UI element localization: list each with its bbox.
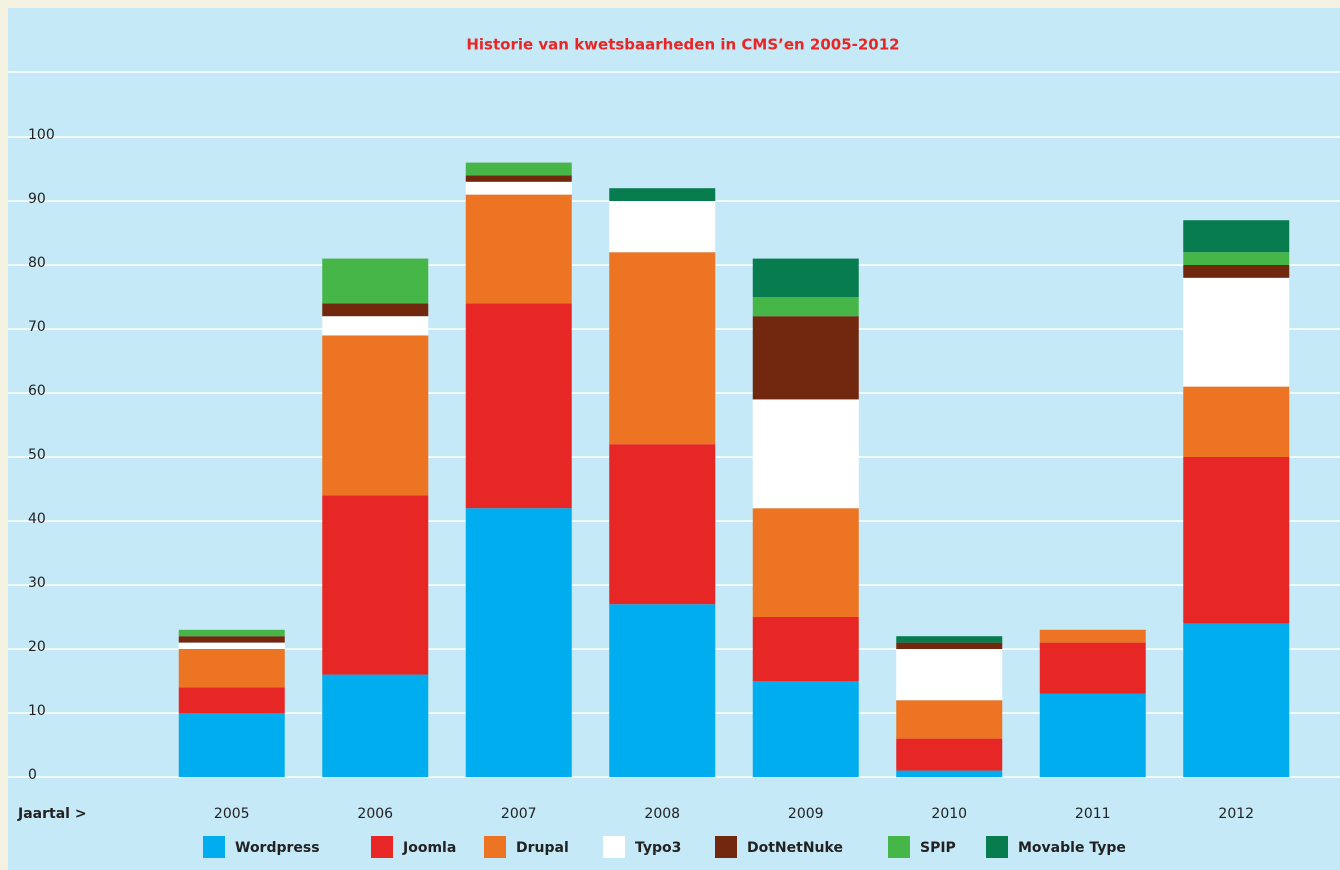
- bar-segment: [609, 201, 716, 253]
- bar-segment: [178, 713, 285, 777]
- bar-segment: [178, 636, 285, 643]
- bar-segment: [609, 604, 716, 777]
- bar-segment: [752, 617, 859, 681]
- chart-title: Historie van kwetsbaarheden in CMS’en 20…: [466, 36, 899, 54]
- bar-segment: [609, 444, 716, 605]
- bar-segment: [322, 303, 429, 317]
- bar-segment: [752, 508, 859, 617]
- bar-segment: [322, 258, 429, 304]
- bar-segment: [1183, 265, 1290, 278]
- legend-swatch: [715, 836, 737, 858]
- legend-label: Wordpress: [235, 840, 320, 856]
- legend-label: Typo3: [635, 840, 681, 856]
- bar-segment: [752, 258, 859, 297]
- bar-segment: [752, 399, 859, 509]
- bar-segment: [896, 649, 1003, 701]
- y-tick-label: 60: [28, 383, 46, 399]
- y-tick-label: 50: [28, 447, 46, 463]
- legend-label: Movable Type: [1018, 840, 1126, 856]
- x-tick-label: 2011: [1075, 806, 1111, 822]
- bar-segment: [1039, 693, 1146, 777]
- x-tick-label: 2009: [788, 806, 824, 822]
- y-tick-label: 30: [28, 575, 46, 591]
- legend-swatch: [888, 836, 910, 858]
- x-tick-label: 2012: [1218, 806, 1254, 822]
- bar-segment: [1183, 277, 1290, 387]
- bar-segment: [465, 181, 572, 195]
- bar-segment: [1039, 642, 1146, 694]
- y-tick-label: 80: [28, 255, 46, 271]
- bar-segment: [465, 162, 572, 176]
- x-tick-label: 2007: [501, 806, 537, 822]
- y-tick-label: 90: [28, 191, 46, 207]
- bar-segment: [752, 316, 859, 400]
- bar-segment: [1183, 252, 1290, 265]
- x-tick-label: 2006: [357, 806, 393, 822]
- bar-segment: [1183, 623, 1290, 777]
- x-tick-label: 2008: [644, 806, 680, 822]
- y-tick-label: 40: [28, 511, 46, 527]
- bar-segment: [896, 642, 1003, 649]
- bar-segment: [1183, 457, 1290, 624]
- bar-segment: [322, 335, 429, 496]
- bar-segment: [752, 297, 859, 317]
- y-tick-label: 20: [28, 639, 46, 655]
- legend-swatch: [203, 836, 225, 858]
- bar-segment: [178, 642, 285, 649]
- bar-segment: [465, 303, 572, 509]
- bar-segment: [1183, 386, 1290, 457]
- y-tick-label: 70: [28, 319, 46, 335]
- bar-segment: [465, 508, 572, 777]
- bar-segment: [465, 175, 572, 182]
- bar-segment: [609, 252, 716, 445]
- bar-segment: [465, 194, 572, 304]
- legend-label: DotNetNuke: [747, 840, 843, 856]
- legend-label: SPIP: [920, 840, 956, 856]
- legend-label: Joomla: [402, 840, 456, 856]
- bar-segment: [178, 629, 285, 637]
- bar-segment: [322, 495, 429, 675]
- bar-segment: [178, 687, 285, 713]
- bar-segment: [609, 188, 716, 201]
- bar-segment: [1183, 220, 1290, 253]
- legend-swatch: [484, 836, 506, 858]
- legend-swatch: [603, 836, 625, 858]
- legend-label: Drupal: [516, 840, 569, 856]
- x-tick-label: 2005: [214, 806, 250, 822]
- bar-segment: [896, 770, 1003, 777]
- bar-segment: [178, 649, 285, 688]
- bar-segment: [322, 316, 429, 336]
- bar-segment: [896, 738, 1003, 771]
- bar-segment: [896, 700, 1003, 739]
- y-tick-label: 100: [28, 127, 55, 143]
- bar-segment: [896, 636, 1003, 643]
- bar-segment: [752, 681, 859, 777]
- bar-segment: [322, 674, 429, 777]
- legend-swatch: [986, 836, 1008, 858]
- x-axis-label: Jaartal >: [17, 806, 87, 822]
- bar-segment: [1039, 629, 1146, 643]
- y-tick-label: 10: [28, 703, 46, 719]
- y-tick-label: 0: [28, 767, 37, 783]
- legend-swatch: [371, 836, 393, 858]
- x-tick-label: 2010: [931, 806, 967, 822]
